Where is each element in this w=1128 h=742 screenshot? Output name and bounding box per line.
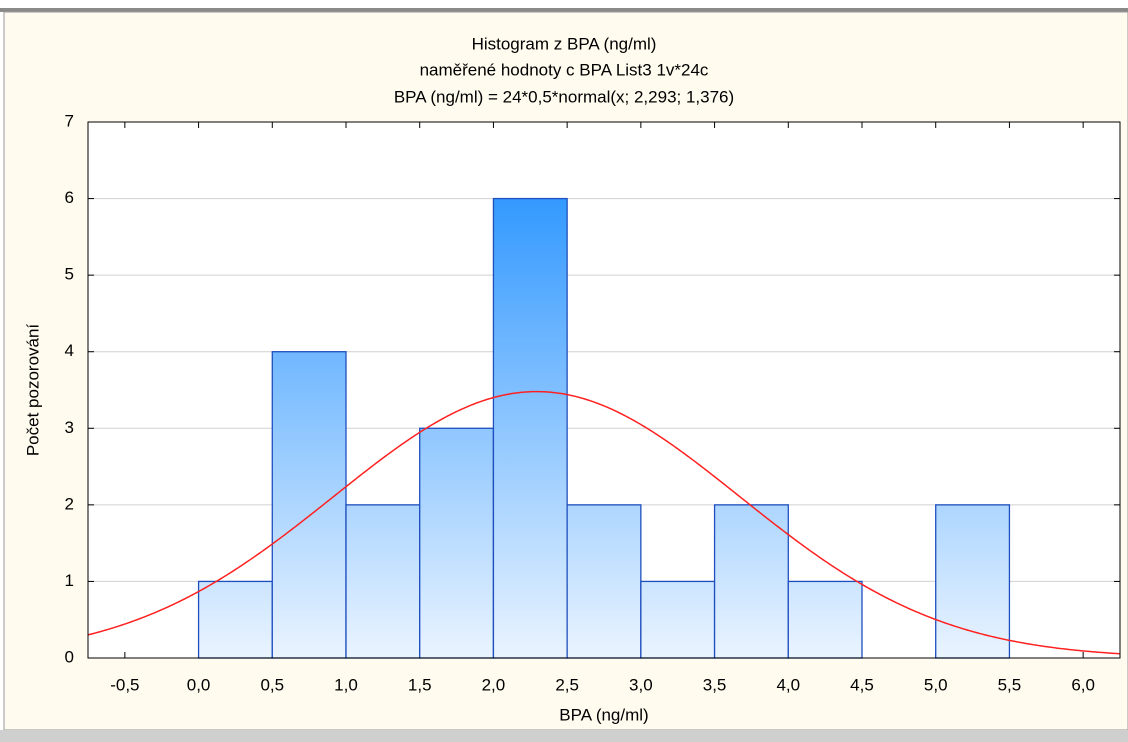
bar	[713, 504, 789, 659]
x-tick-label: 0,0	[187, 675, 211, 694]
bar	[271, 351, 347, 659]
x-tick-label: 5,0	[924, 675, 948, 694]
y-tick-label: 6	[65, 188, 74, 207]
bar	[787, 580, 863, 659]
y-tick-label: 3	[65, 418, 74, 437]
plot-frame	[87, 121, 1121, 659]
x-tick-label: 3,5	[703, 675, 727, 694]
status-strip	[0, 730, 1128, 742]
bar	[197, 580, 273, 659]
window-top-border	[0, 8, 1128, 12]
bar	[935, 504, 1011, 659]
x-tick-label: 5,5	[998, 675, 1022, 694]
x-axis-label: BPA (ng/ml)	[559, 705, 648, 724]
y-tick-label: 5	[65, 265, 74, 284]
x-tick-label: 1,0	[334, 675, 358, 694]
chart-title: Histogram z BPA (ng/ml)	[472, 34, 657, 53]
x-tick-label: 1,5	[408, 675, 432, 694]
bar	[640, 580, 716, 659]
y-tick-label: 4	[65, 341, 74, 360]
y-axis-label: Počet pozorování	[23, 324, 42, 457]
bar	[492, 197, 568, 659]
bar	[566, 504, 642, 659]
x-tick-label: 4,5	[850, 675, 874, 694]
chart-subtitle: naměřené hodnoty c BPA List3 1v*24c	[420, 60, 709, 79]
normal-fit-curve	[87, 390, 1121, 655]
x-tick-label: 2,5	[555, 675, 579, 694]
x-tick-label: 0,5	[260, 675, 284, 694]
x-tick-label: 2,0	[482, 675, 506, 694]
x-tick-label: 3,0	[629, 675, 653, 694]
x-tick-label: -0,5	[110, 675, 139, 694]
x-tick-label: 4,0	[776, 675, 800, 694]
fit-label: BPA (ng/ml) = 24*0,5*normal(x; 2,293; 1,…	[394, 87, 734, 106]
y-tick-label: 7	[65, 111, 74, 130]
y-tick-label: 2	[65, 494, 74, 513]
bar	[419, 427, 495, 659]
y-tick-label: 1	[65, 571, 74, 590]
bar	[345, 504, 421, 659]
y-tick-label: 0	[65, 647, 74, 666]
x-tick-label: 6,0	[1071, 675, 1095, 694]
